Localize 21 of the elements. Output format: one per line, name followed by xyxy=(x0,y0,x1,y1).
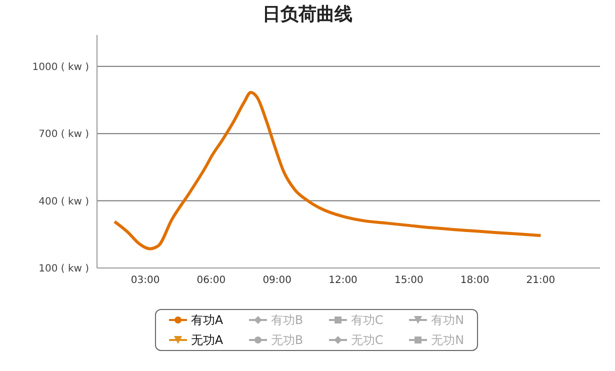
x-tick-label: 12:00 xyxy=(328,275,358,286)
legend-label: 有功A xyxy=(190,312,224,328)
legend-label: 有功N xyxy=(431,312,464,328)
legend-label: 无功C xyxy=(350,332,384,348)
legend-label: 无功A xyxy=(190,332,224,348)
y-tick-label: 700 ( kw ) xyxy=(38,129,90,140)
legend-label: 无功B xyxy=(270,332,304,348)
legend-label: 有功B xyxy=(270,312,304,328)
legend-label: 无功N xyxy=(431,332,464,348)
chart-title: 日负荷曲线 xyxy=(262,3,354,26)
x-tick-label: 15:00 xyxy=(394,275,424,286)
x-tick-label: 18:00 xyxy=(460,275,490,286)
x-tick-label: 21:00 xyxy=(526,275,556,286)
y-tick-label: 100 ( kw ) xyxy=(38,264,90,275)
x-tick-label: 09:00 xyxy=(262,275,292,286)
legend-label: 有功C xyxy=(350,312,384,328)
x-tick-label: 03:00 xyxy=(130,275,160,286)
y-tick-label: 400 ( kw ) xyxy=(38,196,90,208)
x-tick-label: 06:00 xyxy=(196,275,226,286)
line-series xyxy=(113,90,542,250)
y-tick-label: 1000 ( kw ) xyxy=(32,62,90,73)
